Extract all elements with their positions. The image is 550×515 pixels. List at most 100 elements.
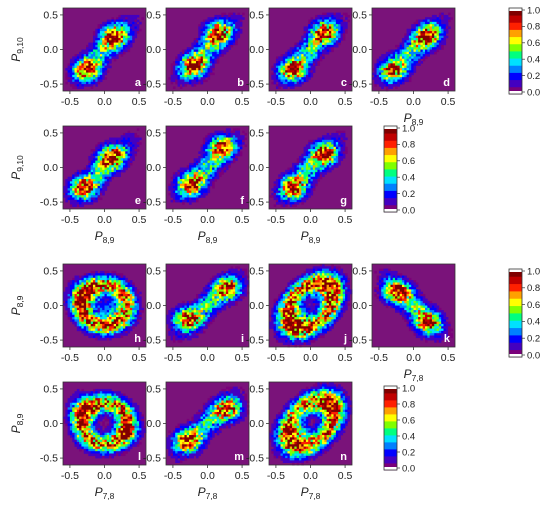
heatmap-cell xyxy=(184,335,188,339)
heatmap-cell xyxy=(95,47,98,50)
heatmap-cell xyxy=(228,33,231,36)
heatmap-cell xyxy=(179,312,183,316)
heatmap-cell xyxy=(317,40,321,43)
heatmap-cell xyxy=(106,153,110,157)
heatmap-cell xyxy=(81,174,85,178)
heatmap-cell xyxy=(298,176,302,180)
heatmap-cell xyxy=(212,167,215,171)
heatmap-cell xyxy=(401,37,405,41)
heatmap-cell xyxy=(342,142,346,145)
heatmap-cell xyxy=(139,303,142,306)
heatmap-cell xyxy=(392,63,396,66)
heatmap-cell xyxy=(413,28,417,32)
heatmap-cell xyxy=(92,314,96,318)
heatmap-cell xyxy=(319,47,323,50)
heatmap-cell xyxy=(303,49,307,53)
heatmap-cell xyxy=(308,162,311,166)
heatmap-cell xyxy=(219,132,222,136)
heatmap-cell xyxy=(303,35,307,39)
heatmap-cell xyxy=(69,176,73,180)
heatmap-cell xyxy=(106,307,110,311)
heatmap-cell xyxy=(207,135,211,138)
heatmap-cell xyxy=(404,56,407,60)
heatmap-cell xyxy=(116,33,119,36)
heatmap-cell xyxy=(79,202,82,205)
heatmap-cell xyxy=(289,179,293,182)
x-tick-label: -0.5 xyxy=(267,214,285,226)
heatmap-cell xyxy=(102,51,105,55)
heatmap-cell xyxy=(129,326,133,329)
heatmap-cell xyxy=(237,24,241,27)
heatmap-cell xyxy=(328,137,332,141)
heatmap-cell xyxy=(326,142,330,145)
heatmap-cell xyxy=(111,307,115,311)
heatmap-cell xyxy=(86,51,89,55)
heatmap-cell xyxy=(86,63,89,66)
heatmap-cell xyxy=(207,77,211,80)
heatmap-cell xyxy=(294,84,297,87)
heatmap-cell xyxy=(333,12,337,16)
heatmap-cell xyxy=(422,42,426,46)
heatmap-cell xyxy=(418,51,421,55)
heatmap-cell xyxy=(395,58,398,62)
heatmap-cell xyxy=(292,162,295,166)
heatmap-cell xyxy=(242,130,245,134)
heatmap-cell xyxy=(88,183,91,187)
heatmap-cell xyxy=(292,65,295,69)
heatmap-cell xyxy=(83,188,87,191)
heatmap-cell xyxy=(312,149,316,152)
heatmap-cell xyxy=(116,37,119,41)
heatmap-cell xyxy=(104,142,108,145)
heatmap-cell xyxy=(221,42,224,46)
x-tick-label: 0.0 xyxy=(97,214,112,226)
heatmap-cell xyxy=(287,81,291,85)
heatmap-cell xyxy=(134,293,138,297)
heatmap-cell xyxy=(191,172,194,175)
heatmap-cell xyxy=(225,167,229,171)
y-tick-label: 0.5 xyxy=(146,9,161,21)
heatmap-cell xyxy=(225,135,229,138)
heatmap-cell xyxy=(228,28,231,32)
y-tick-label: 0.0 xyxy=(43,162,58,174)
heatmap-cell xyxy=(179,303,183,306)
heatmap-cell xyxy=(88,158,91,161)
heatmap-cell xyxy=(81,321,85,325)
heatmap-cell xyxy=(301,40,304,43)
heatmap-cell xyxy=(207,72,211,76)
heatmap-cell xyxy=(275,190,279,194)
heatmap-cell xyxy=(92,326,96,329)
heatmap-cell xyxy=(285,74,288,78)
heatmap-cell xyxy=(200,56,204,60)
heatmap-cell xyxy=(109,312,112,316)
heatmap-cell xyxy=(113,49,117,53)
heatmap-cell xyxy=(83,190,87,194)
heatmap-cell xyxy=(99,35,103,39)
heatmap-cell xyxy=(296,195,300,198)
heatmap-cell xyxy=(388,74,391,78)
heatmap-cell xyxy=(86,282,89,286)
heatmap-cell xyxy=(106,287,110,290)
heatmap-cell xyxy=(106,42,110,46)
heatmap-cell xyxy=(287,167,291,171)
heatmap-cell xyxy=(63,195,66,198)
heatmap-cell xyxy=(237,130,241,134)
heatmap-cell xyxy=(427,31,430,34)
heatmap-cell xyxy=(67,310,71,313)
heatmap-cell xyxy=(216,176,220,180)
heatmap-cell xyxy=(86,54,89,57)
heatmap-cell xyxy=(136,137,140,141)
heatmap-cell xyxy=(120,167,124,171)
heatmap-cell xyxy=(388,70,391,73)
heatmap-cell xyxy=(342,26,346,30)
heatmap-cell xyxy=(127,307,131,311)
heatmap-cell xyxy=(118,314,121,318)
heatmap-cell xyxy=(186,195,190,198)
heatmap-cell xyxy=(239,142,243,145)
heatmap-cell xyxy=(415,31,419,34)
panel-label: d xyxy=(443,77,450,89)
heatmap-cell xyxy=(381,61,384,64)
heatmap-cell xyxy=(104,296,108,299)
heatmap-cell xyxy=(166,317,169,320)
heatmap-cell xyxy=(92,323,96,327)
heatmap-cell xyxy=(342,144,346,148)
